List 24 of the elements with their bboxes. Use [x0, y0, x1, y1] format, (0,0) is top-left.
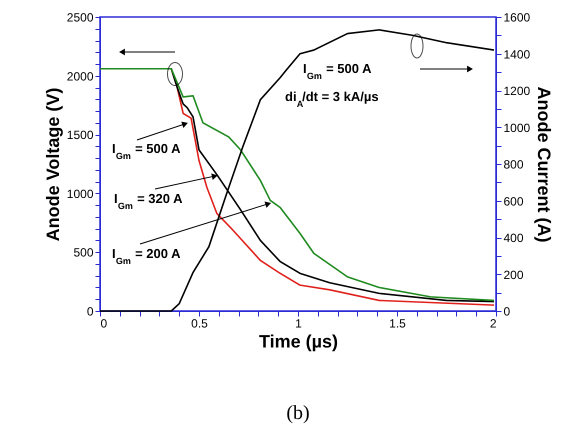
y2-tick-label: 600 [504, 194, 524, 208]
y-tick-label: 2000 [66, 69, 94, 84]
y2-tick-label: 1200 [504, 84, 531, 98]
x-tick-label: 2 [490, 316, 497, 330]
x-axis-title: Time (µs) [258, 332, 338, 352]
y2-tick-label: 1000 [504, 120, 531, 135]
y2-tick-label: 1600 [504, 10, 531, 24]
y2-tick-label: 800 [504, 158, 524, 172]
x-tick-label: 1 [295, 316, 302, 330]
y2-tick-label: 200 [504, 268, 524, 282]
y-tick-label: 2500 [66, 10, 94, 24]
y2-tick-label: 0 [504, 304, 510, 318]
y-tick-label: 1000 [66, 186, 94, 201]
x-tick-label: 1.5 [389, 316, 406, 330]
y-axis-title: Anode Voltage (V) [42, 88, 63, 242]
y-tick-label: 1500 [66, 128, 94, 142]
y2-tick-label: 400 [504, 231, 524, 245]
y-tick-label: 0 [86, 304, 94, 318]
x-tick-label: 0 [100, 316, 108, 330]
y-tick-label: 500 [73, 246, 94, 260]
y2-tick-label: 1400 [504, 47, 531, 62]
x-tick-label: 0.5 [191, 316, 208, 330]
text: (b) [286, 402, 310, 424]
y2-axis-title: Anode Current (A) [534, 86, 554, 242]
